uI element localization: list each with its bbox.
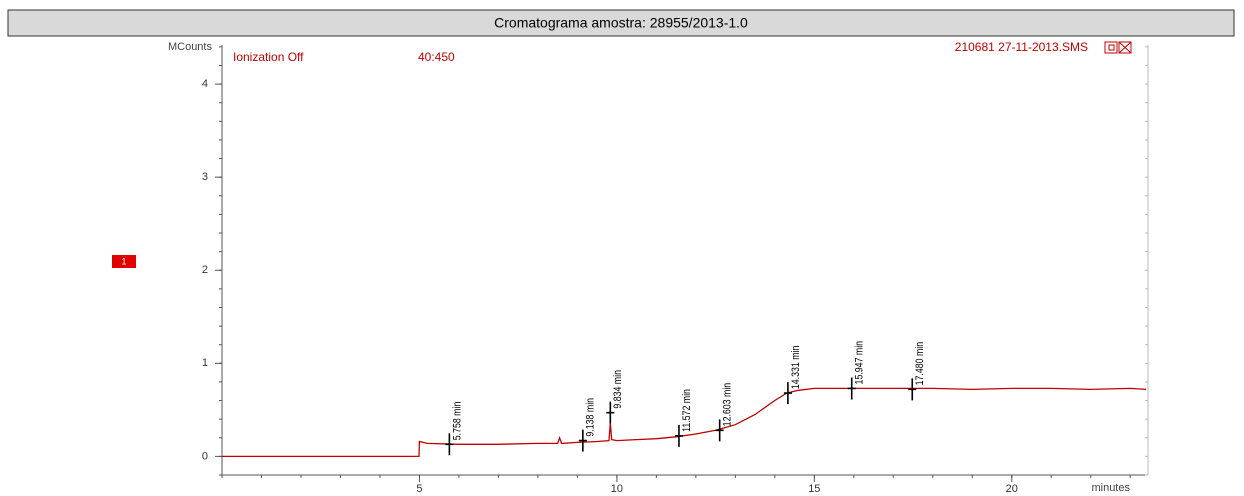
y-tick-label: 0 <box>202 450 208 462</box>
x-tick-label: 15 <box>808 483 820 495</box>
peak-marker <box>908 378 917 401</box>
peak-label: 17.480 min <box>914 342 926 386</box>
peak-label: 9.138 min <box>585 398 597 437</box>
peak-marker <box>847 377 856 400</box>
trace-line <box>222 387 1147 458</box>
x-tick-label: 20 <box>1006 483 1018 495</box>
x-tick-label: 10 <box>611 483 623 495</box>
y-tick-label: 3 <box>202 171 208 183</box>
ionization-label: Ionization Off <box>233 50 304 64</box>
chart-title: Cromatograma amostra: 28955/2013-1.0 <box>494 15 748 31</box>
trace-badge-label: 1 <box>121 256 126 266</box>
peak-label: 11.572 min <box>681 389 693 432</box>
peak-marker <box>445 433 454 456</box>
x-tick-label: 5 <box>416 483 422 495</box>
peak-label: 12.603 min <box>722 383 734 427</box>
x-axis-label: minutes <box>1091 482 1130 494</box>
close-cross <box>1118 41 1132 54</box>
title-bar <box>7 9 1235 37</box>
peak-label: 15.947 min <box>854 341 866 385</box>
peak-marker <box>674 424 683 447</box>
peak-marker <box>578 429 587 452</box>
y-tick-label: 4 <box>202 78 208 90</box>
peak-label: 9.834 min <box>612 370 624 409</box>
close-icon[interactable] <box>1118 41 1132 54</box>
window-icons[interactable] <box>1104 41 1132 54</box>
y-tick-label: 2 <box>202 264 208 276</box>
restore-icon[interactable] <box>1104 41 1118 54</box>
peak-label: 14.331 min <box>790 346 802 390</box>
mass-range: 40:450 <box>418 50 455 64</box>
y-tick-label: 1 <box>202 357 208 369</box>
y-axis-label: MCounts <box>168 41 213 53</box>
peak-label: 5.758 min <box>451 402 463 441</box>
peak-marker <box>783 382 792 405</box>
restore-icon-inner <box>1108 44 1115 51</box>
file-name: 210681 27-11-2013.SMS <box>955 40 1088 54</box>
peak-marker <box>715 419 724 442</box>
peak-marker <box>606 401 615 424</box>
trace-badge <box>112 255 136 268</box>
